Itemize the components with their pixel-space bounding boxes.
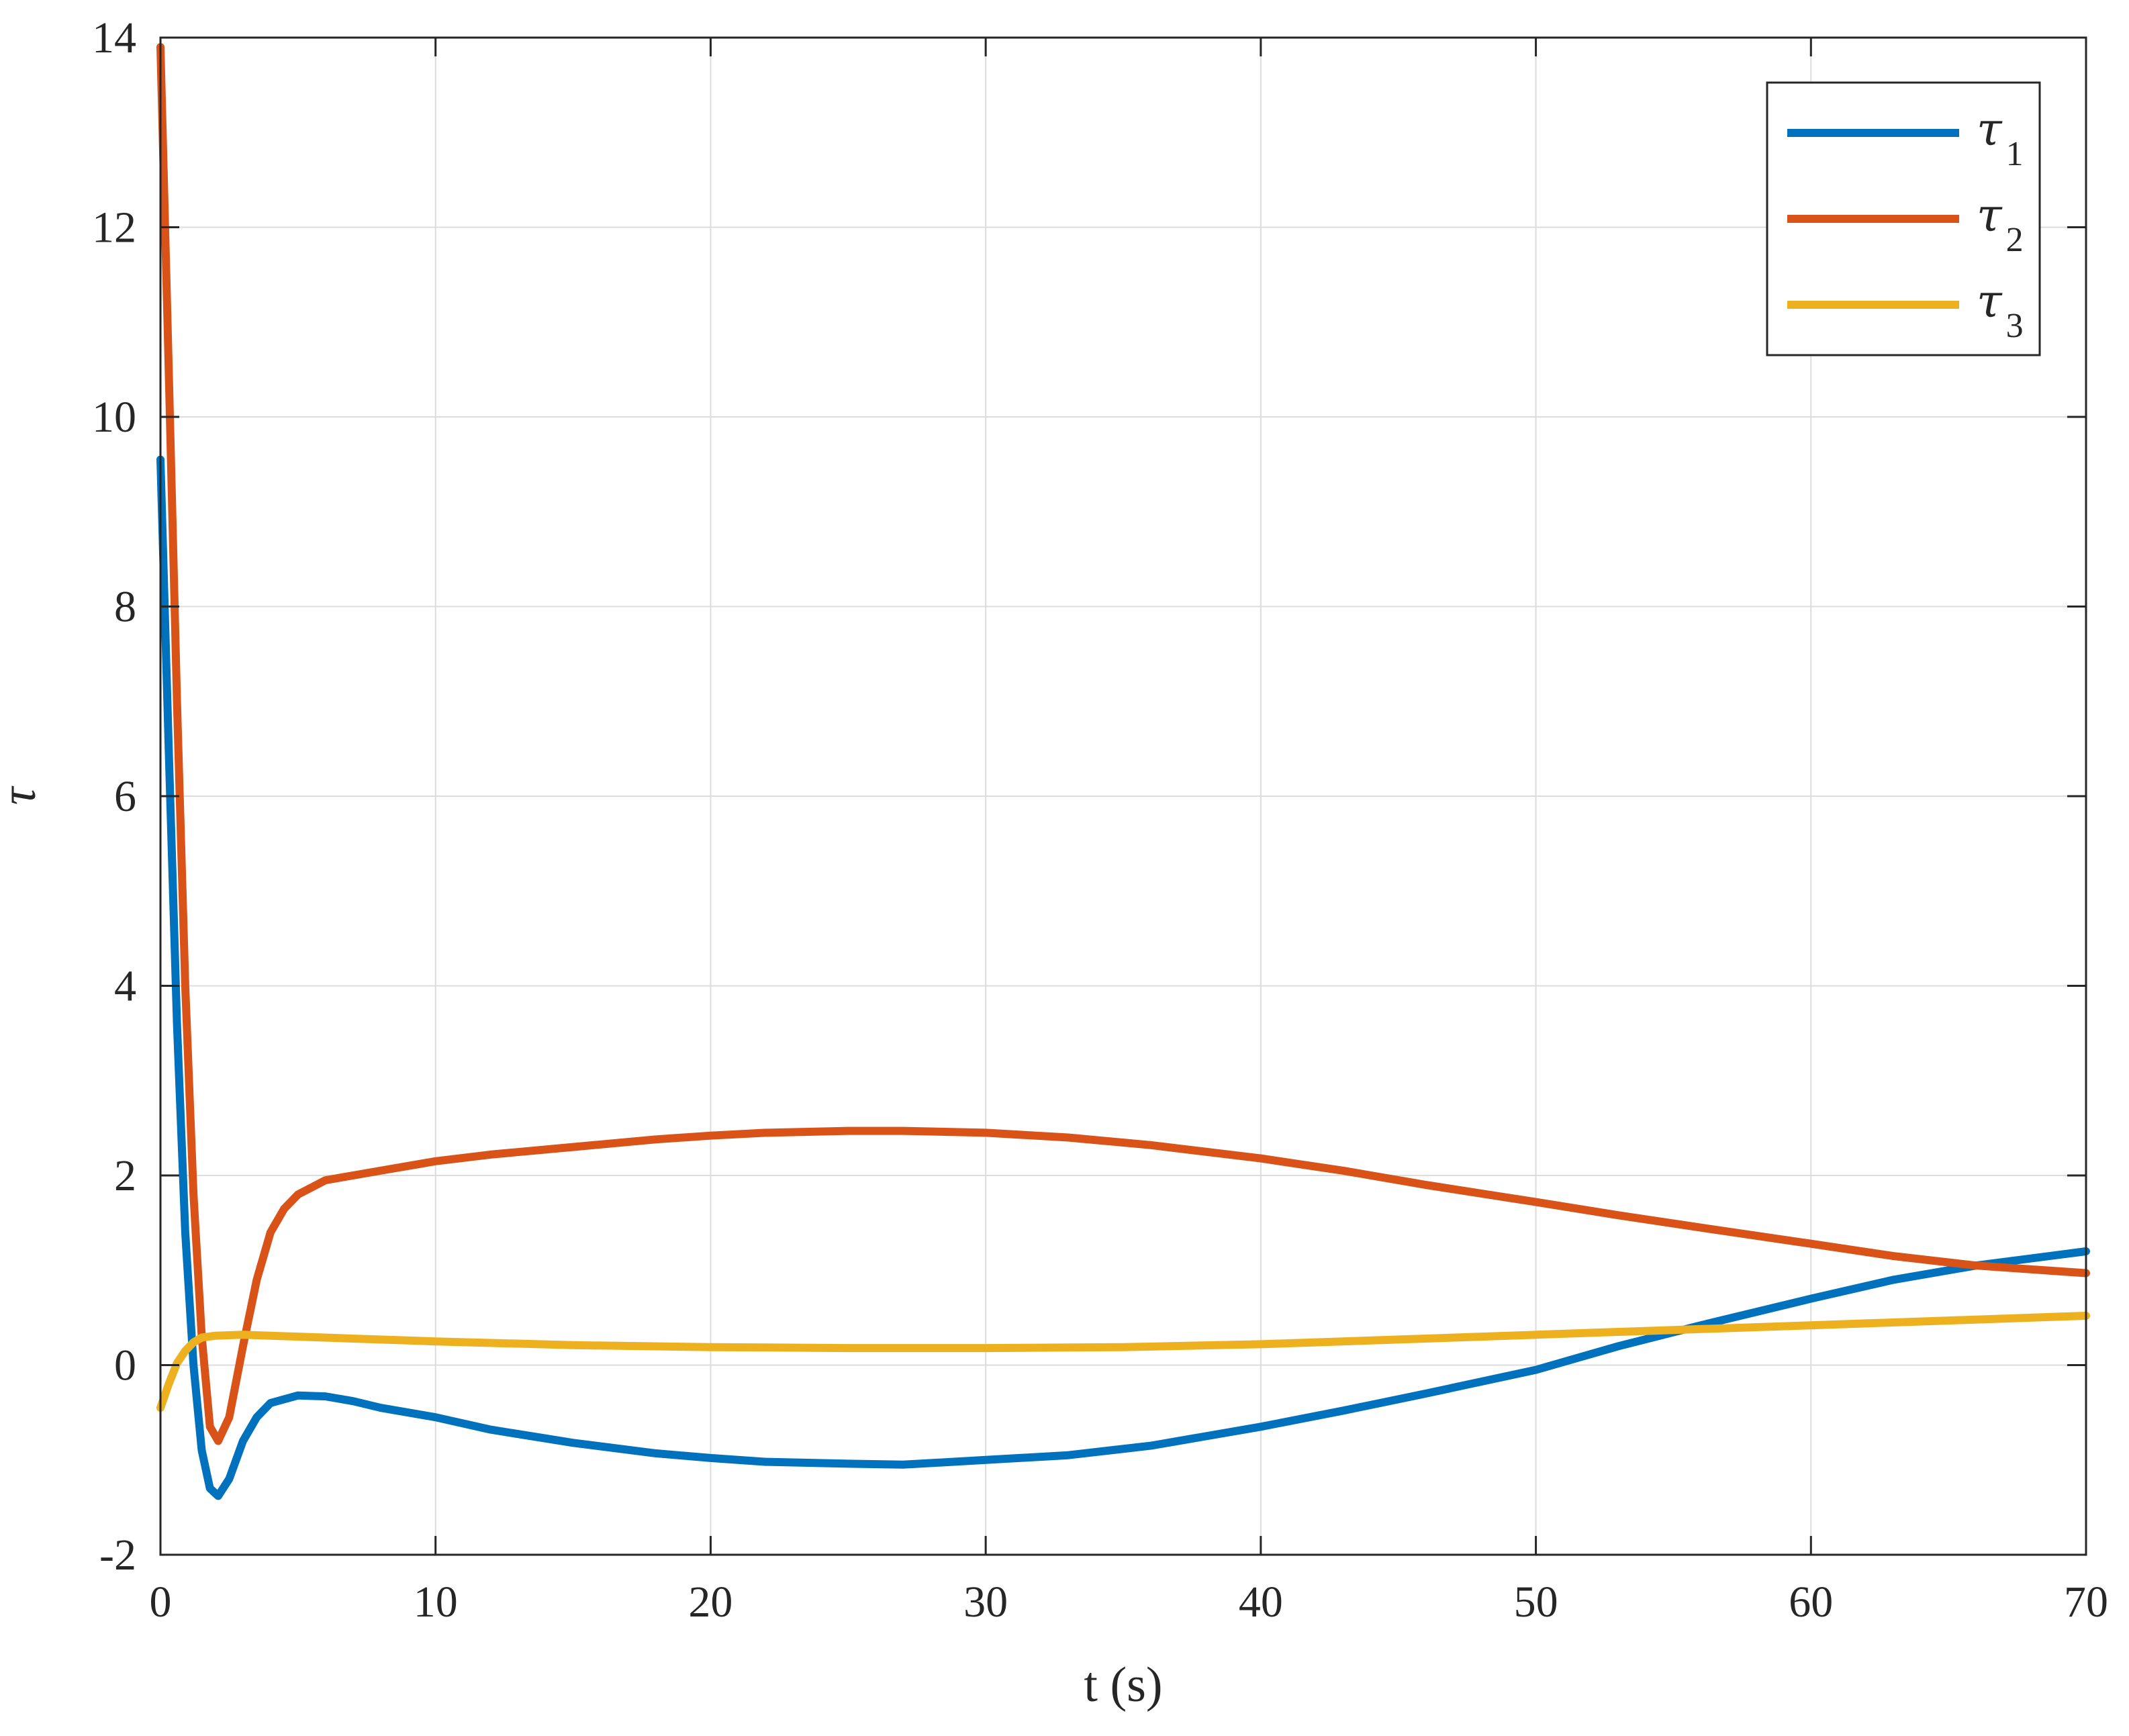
y-tick-label: 8: [114, 583, 136, 632]
legend-label-subscript: 3: [2006, 307, 2024, 345]
legend-label-main: τ: [1977, 103, 2003, 156]
series-line-2: [156, 43, 2090, 1445]
series-line-1: [156, 455, 2090, 1500]
y-tick-label: 0: [114, 1341, 136, 1390]
series-group: [156, 43, 2090, 1500]
x-axis-label: t (s): [1084, 1657, 1162, 1713]
x-tick-label: 0: [150, 1578, 172, 1627]
legend-label-main: τ: [1977, 189, 2003, 242]
y-tick-label: 2: [114, 1151, 136, 1200]
axis-ticks: [159, 36, 2087, 1556]
legend-label-subscript: 1: [2006, 135, 2024, 173]
y-tick-label: 4: [114, 962, 136, 1011]
x-tick-label: 30: [963, 1578, 1008, 1627]
legend-label-main: τ: [1977, 275, 2003, 328]
x-tick-label: 50: [1514, 1578, 1558, 1627]
x-tick-label: 40: [1239, 1578, 1283, 1627]
x-tick-label: 10: [414, 1578, 458, 1627]
y-tick-label: -2: [99, 1531, 136, 1580]
x-tick-label: 70: [2064, 1578, 2108, 1627]
series-line-3: [156, 1312, 2090, 1412]
y-tick-label: 14: [92, 13, 136, 62]
y-axis-label: τ: [0, 785, 46, 805]
x-tick-label: 60: [1789, 1578, 1833, 1627]
y-tick-label: 10: [92, 393, 136, 442]
legend: τ 1τ 2τ 3: [1766, 81, 2041, 356]
y-tick-label: 6: [114, 772, 136, 821]
legend-label-subscript: 2: [2006, 221, 2024, 259]
y-tick-label: 12: [92, 203, 136, 252]
x-tick-label: 20: [688, 1578, 732, 1627]
